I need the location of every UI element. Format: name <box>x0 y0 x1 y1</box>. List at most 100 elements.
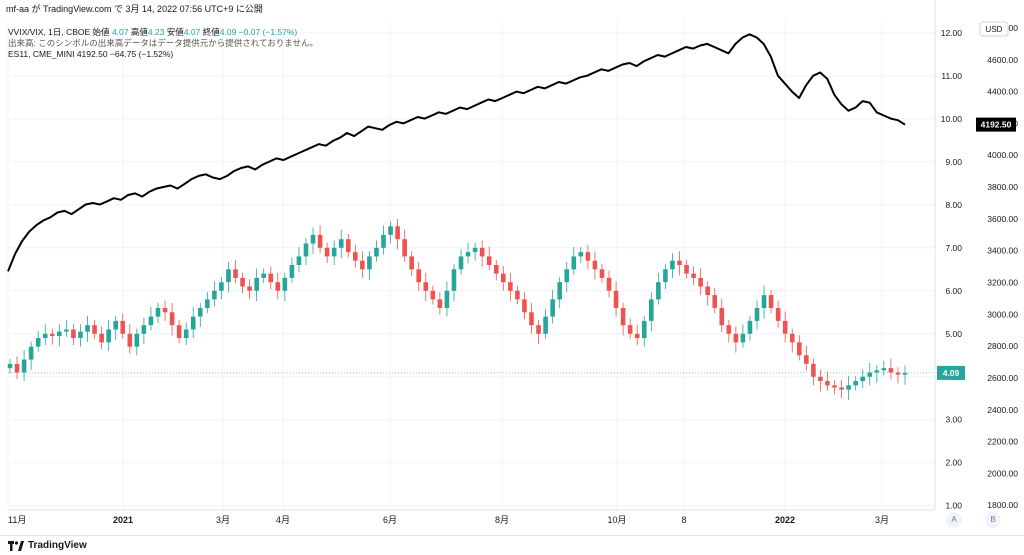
legend-volume-note: 出来高: このシンボルの出来高データはデータ提供元から提供されておりません。 <box>8 38 318 48</box>
vvix-candle <box>705 281 710 306</box>
legend-es-prefix: ES11, CME_MINI <box>8 49 75 59</box>
legend-vvix-close-label: 終値 <box>202 27 220 37</box>
left-tick-label: 4400.00 <box>987 87 1018 97</box>
legend-vvix-open: 4.07 <box>111 27 129 37</box>
vvix-candle <box>627 317 633 339</box>
vvix-candle <box>345 234 351 258</box>
vvix-candle <box>804 345 809 371</box>
vvix-candle <box>670 253 675 278</box>
vvix-candle <box>134 328 140 356</box>
vvix-candle <box>522 292 527 320</box>
vvix-candle <box>761 285 767 319</box>
vvix-candle <box>839 380 844 399</box>
vvix-candle <box>282 272 288 302</box>
vvix-candle <box>698 268 703 296</box>
vvix-candle <box>691 266 696 285</box>
vvix-candle <box>606 270 612 298</box>
vvix-candle <box>28 341 34 370</box>
legend-vvix-high: 4.23 <box>147 27 165 37</box>
left-tick-label: 2200.00 <box>987 437 1018 447</box>
auto-scale-button[interactable]: A <box>946 512 962 528</box>
legend-vvix-low: 4.07 <box>183 27 201 37</box>
vvix-candle <box>49 328 55 345</box>
vvix-candle <box>226 261 231 293</box>
vvix-candle <box>148 307 154 331</box>
es11-last-price-label: 4192.50 <box>981 120 1012 130</box>
vvix-candle <box>310 227 316 254</box>
vvix-candle <box>275 272 281 300</box>
vvix-candle <box>338 229 344 259</box>
right-tick-label: 3.00 <box>945 415 962 425</box>
x-tick-label: 2022 <box>775 515 795 525</box>
vvix-candle <box>592 251 598 280</box>
vvix-candle <box>789 328 795 353</box>
vvix-candle <box>493 259 499 281</box>
legend-es11: ES11, CME_MINI 4192.50 −64.75 (−1.52%) <box>8 49 173 60</box>
legend-vvix-low-label: 安値 <box>166 27 184 37</box>
vvix-candle <box>740 324 746 348</box>
left-axis[interactable]: 4800.004600.004400.004200.004000.003800.… <box>987 23 1018 510</box>
x-axis: 11月 2021 3月 4月 6月 8月 10月 8 2022 3月 <box>8 515 889 525</box>
legend-es-close: 4192.50 <box>76 49 108 59</box>
vvix-vix-candles <box>7 219 908 400</box>
vvix-candle <box>501 266 506 291</box>
vvix-candle <box>712 287 718 314</box>
vvix-candle <box>663 264 668 290</box>
es11-last-price-badge: 4192.50 <box>976 117 1016 132</box>
left-tick-label: 4600.00 <box>987 55 1018 65</box>
vvix-candle <box>860 369 866 388</box>
left-tick-label: 3000.00 <box>987 309 1018 319</box>
right-tick-label: 9.00 <box>945 157 962 167</box>
vvix-candle <box>768 289 774 314</box>
left-tick-label: 4000.00 <box>987 150 1018 160</box>
legend-vvix-close: 4.09 <box>219 27 237 37</box>
vvix-candle <box>120 313 126 339</box>
vvix-candle <box>374 240 379 262</box>
x-tick-label: 10月 <box>607 515 626 525</box>
vvix-candle <box>818 369 823 392</box>
currency-badge[interactable]: USD <box>979 21 1009 37</box>
vvix-candle <box>726 320 732 343</box>
vvix-candle <box>416 261 422 291</box>
left-tick-label: 3400.00 <box>987 246 1018 256</box>
vvix-candle <box>811 358 816 386</box>
vvix-candle <box>444 281 450 317</box>
vvix-candle <box>169 302 175 336</box>
right-tick-label: 2.00 <box>945 458 962 468</box>
vvix-candle <box>331 240 337 265</box>
vvix-candle <box>35 330 41 352</box>
vvix-candle <box>176 320 182 344</box>
vvix-candle <box>902 365 908 385</box>
vvix-candle <box>543 309 548 339</box>
vvix-candle <box>874 365 880 383</box>
vvix-candle <box>21 350 27 382</box>
vvix-candle <box>162 300 168 321</box>
vvix-candle <box>353 244 358 268</box>
x-tick-label: 2021 <box>113 515 133 525</box>
footer-bar: TradingView <box>0 535 1024 555</box>
vvix-candle <box>64 320 69 337</box>
percent-scale-button[interactable]: B <box>985 512 1001 528</box>
legend-vvix-prefix: VVIX/VIX, 1日, CBOE 始値 <box>8 27 110 37</box>
vvix-candle <box>557 277 562 308</box>
vvix-candle <box>719 298 725 333</box>
x-tick-label: 3月 <box>216 515 230 525</box>
vvix-candle <box>42 324 48 345</box>
vvix-candle <box>155 302 161 324</box>
vvix-candle <box>888 358 894 380</box>
vvix-candle <box>536 320 541 345</box>
legend-vvix-change: −0.07 (−1.57%) <box>238 27 298 37</box>
left-tick-label: 3800.00 <box>987 182 1018 192</box>
vvix-candle <box>14 356 20 380</box>
right-tick-label: 1.00 <box>945 501 962 511</box>
vvix-candle <box>296 246 302 272</box>
vvix-candle <box>825 371 830 391</box>
vvix-candle <box>197 302 203 327</box>
vvix-candle <box>7 358 13 374</box>
right-axis[interactable]: 12.0011.0010.009.008.007.006.005.004.003… <box>941 28 963 511</box>
x-tick-label: 4月 <box>276 515 290 525</box>
tradingview-logo[interactable]: TradingView <box>8 536 87 555</box>
vvix-candle <box>564 261 570 293</box>
vvix-candle <box>430 285 436 305</box>
price-chart[interactable]: 11月 2021 3月 4月 6月 8月 10月 8 2022 3月 12.00 11.00 10.0… <box>0 0 1024 535</box>
